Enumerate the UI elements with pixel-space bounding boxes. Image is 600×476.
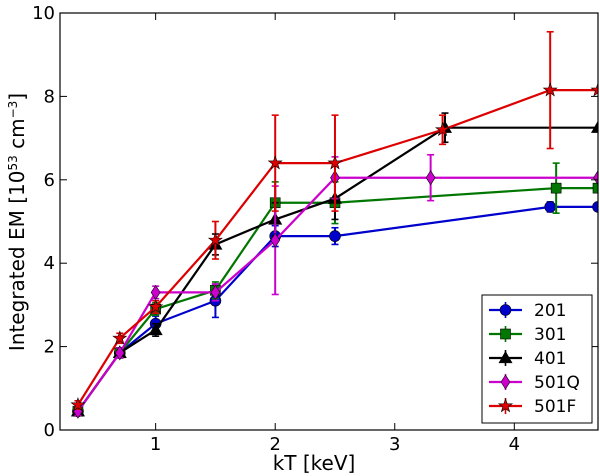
data-point-501f [207,232,223,247]
plot-layer [70,30,598,419]
legend-marker-501q [500,374,511,390]
y-axis-label-unit-exponent: −3 [6,101,20,119]
y-tick-label: 10 [32,3,55,24]
data-point-501f [542,82,558,97]
y-axis-label-suffix: ] [5,93,29,101]
legend-item-501f: 501F [489,397,576,417]
y-tick-label: 2 [44,337,55,358]
data-point-501f [267,155,283,170]
x-tick-label: 3 [389,434,400,455]
legend-marker-201 [499,304,512,316]
ticks: 1 2 3 4 0 2 4 6 8 10 [32,3,598,455]
y-axis-label-prefix: Integrated EM [10 [5,171,29,352]
data-point-501f [148,299,164,314]
series-line-301 [77,187,598,412]
data-point-501q [114,345,125,361]
x-axis-label: kT [keV] [273,451,356,475]
legend-item-401: 401 [489,349,566,369]
legend-label-301: 301 [534,325,566,345]
data-point-301 [550,182,562,194]
data-point-501q [425,170,436,186]
data-point-501f [590,82,598,97]
legend-marker-301 [500,328,511,340]
data-point-201 [592,201,598,213]
data-point-501f [327,155,343,170]
legend-label-401: 401 [534,349,566,369]
plot-frame [59,12,599,431]
data-point-401 [148,322,163,336]
data-point-201 [544,201,556,213]
series-line-401 [77,126,598,412]
data-point-201 [329,230,341,242]
legend-item-501q: 501Q [489,373,580,393]
legend-item-301: 301 [489,325,566,345]
y-tick-label: 0 [44,420,55,441]
y-axis-label-exponent: 53 [6,155,20,170]
legend-marker-501f [497,398,514,413]
y-tick-label: 6 [44,170,55,191]
y-tick-label: 4 [44,253,55,274]
data-point-501q [593,170,598,186]
axes-frame [59,12,599,431]
legend-marker-401 [498,350,513,364]
y-axis-label-unit: cm [5,118,29,155]
data-point-501q [270,232,281,248]
legend-item-201: 201 [489,301,566,321]
x-tick-label: 2 [269,434,280,455]
data-point-501f [112,330,128,345]
series-line-501q [77,176,598,412]
y-axis-label: Integrated EM [1053 cm−3] [5,93,29,351]
data-point-501f [70,397,86,412]
data-point-501f [435,121,451,137]
data-point-401 [590,120,598,133]
legend-label-501q: 501Q [534,373,580,393]
legend: 201 301 401 501Q 501F [481,294,593,424]
x-tick-label: 1 [150,434,161,455]
x-tick-label: 4 [509,434,520,455]
data-point-501q [210,284,221,300]
data-point-301 [592,182,598,194]
y-tick-label: 8 [44,86,55,107]
series-501f [70,30,598,412]
legend-label-201: 201 [534,301,566,321]
legend-label-501f: 501F [534,397,576,417]
